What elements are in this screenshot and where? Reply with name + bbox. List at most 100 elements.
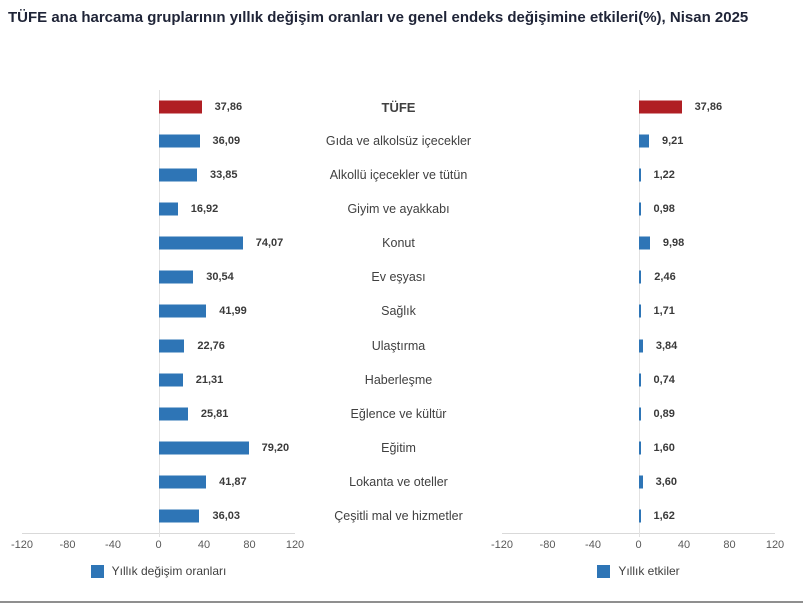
bar xyxy=(158,100,202,114)
value-label: 74,07 xyxy=(255,237,284,250)
bar-row: 41,99 xyxy=(22,294,295,328)
bar xyxy=(158,339,185,353)
category-label: Giyim ve ayakkabı xyxy=(347,202,450,217)
bar-row: 25,81 xyxy=(22,397,295,431)
bar-row: 1,60 xyxy=(502,431,775,465)
bar xyxy=(638,168,641,182)
bar-row: 1,62 xyxy=(502,499,775,533)
category-label: Gıda ve alkolsüz içecekler xyxy=(325,134,472,149)
value-label: 22,76 xyxy=(197,339,225,352)
category-label: Lokanta ve oteller xyxy=(349,474,448,489)
x-tick-label: 0 xyxy=(635,539,642,551)
value-label: 1,71 xyxy=(653,305,675,318)
bar xyxy=(638,509,641,523)
bar-row: 2,46 xyxy=(502,260,775,294)
bar-row: 0,89 xyxy=(502,397,775,431)
value-label: 79,20 xyxy=(261,441,290,454)
bar-row: 16,92 xyxy=(22,192,295,226)
value-label: 36,03 xyxy=(212,509,240,522)
bar-row: 0,74 xyxy=(502,363,775,397)
value-label: 30,54 xyxy=(206,271,234,284)
bar xyxy=(158,373,183,387)
bar xyxy=(638,475,643,489)
bar xyxy=(638,134,649,148)
bar xyxy=(158,202,178,216)
category-label: TÜFE xyxy=(381,99,416,115)
value-label: 1,60 xyxy=(653,441,675,454)
bar xyxy=(158,475,207,489)
bar-row: 37,86 xyxy=(502,90,775,124)
right-chart-plot: 37,86 9,21 1,22 0,98 9,98 2,46 1,71 3,84 0,74 0,8… xyxy=(502,90,775,537)
left-chart-plot: 37,86 36,09 33,85 16,92 74,07 30,54 41,99 22,76… xyxy=(22,90,295,537)
value-label: 1,62 xyxy=(653,509,675,522)
left-legend: Yıllık değişim oranları xyxy=(22,563,295,579)
x-tick-label: -40 xyxy=(585,539,601,551)
bar xyxy=(158,134,200,148)
bar-row: 3,84 xyxy=(502,329,775,363)
bar-row: 9,21 xyxy=(502,124,775,158)
bar-row: 22,76 xyxy=(22,329,295,363)
bar-row: 36,03 xyxy=(22,499,295,533)
x-tick-label: 0 xyxy=(155,539,162,551)
value-label: 2,46 xyxy=(654,271,676,284)
x-tick-label: -120 xyxy=(10,539,34,551)
value-label: 37,86 xyxy=(214,101,243,114)
left-x-axis: -120 -80 -40 0 40 80 120 xyxy=(11,539,304,554)
value-label: 0,89 xyxy=(653,407,675,420)
category-label: Eğlence ve kültür xyxy=(350,406,447,421)
x-tick-label: 120 xyxy=(285,539,305,551)
bar-row: 9,98 xyxy=(502,226,775,260)
bar-row: 30,54 xyxy=(22,260,295,294)
bar xyxy=(638,236,650,250)
bar xyxy=(638,304,641,318)
bar xyxy=(158,236,243,250)
bar xyxy=(158,441,249,455)
bar-row: 21,31 xyxy=(22,363,295,397)
x-tick-label: 40 xyxy=(197,539,211,551)
value-label: 0,74 xyxy=(653,373,675,386)
value-label: 9,98 xyxy=(662,237,685,250)
value-label: 3,84 xyxy=(655,339,678,352)
bottom-divider xyxy=(0,601,803,603)
bar xyxy=(638,100,682,114)
chart-title: TÜFE ana harcama gruplarının yıllık deği… xyxy=(8,9,749,26)
bar xyxy=(158,304,207,318)
category-labels-column: TÜFE Gıda ve alkolsüz içecekler Alkollü iç… xyxy=(295,90,502,533)
bar xyxy=(638,270,642,284)
x-tick-label: -40 xyxy=(105,539,121,551)
bar-row: 37,86 xyxy=(22,90,295,124)
legend-swatch-icon xyxy=(597,564,611,578)
x-tick-label: -80 xyxy=(539,539,556,551)
value-label: 16,92 xyxy=(190,203,219,216)
bar-row: 1,71 xyxy=(502,294,775,328)
category-label: Çeşitli mal ve hizmetler xyxy=(334,508,463,523)
bar-row: 36,09 xyxy=(22,124,295,158)
value-label: 37,86 xyxy=(694,101,723,114)
bar xyxy=(638,407,641,421)
value-label: 36,09 xyxy=(212,135,241,148)
value-label: 21,31 xyxy=(195,373,224,386)
right-legend: Yıllık etkiler xyxy=(502,563,775,579)
bar xyxy=(158,168,197,182)
bar-row: 74,07 xyxy=(22,226,295,260)
legend-swatch-icon xyxy=(90,564,104,578)
bar xyxy=(638,373,641,387)
category-label: Ulaştırma xyxy=(371,338,426,353)
bar-row: 79,20 xyxy=(22,431,295,465)
bar xyxy=(638,441,641,455)
bar-row: 41,87 xyxy=(22,465,295,499)
x-tick-label: 80 xyxy=(723,539,736,551)
category-label: Eğitim xyxy=(381,440,416,455)
x-tick-label: -120 xyxy=(490,539,514,551)
value-label: 33,85 xyxy=(210,169,238,182)
category-label: Konut xyxy=(382,236,415,251)
category-label: Haberleşme xyxy=(364,372,433,387)
value-label: 9,21 xyxy=(661,135,684,148)
value-label: 3,60 xyxy=(655,475,678,488)
category-label: Sağlık xyxy=(381,304,416,319)
value-label: 41,99 xyxy=(219,305,247,318)
value-label: 25,81 xyxy=(200,407,229,420)
bar xyxy=(158,509,200,523)
x-tick-label: -80 xyxy=(59,539,76,551)
bar-row: 33,85 xyxy=(22,158,295,192)
